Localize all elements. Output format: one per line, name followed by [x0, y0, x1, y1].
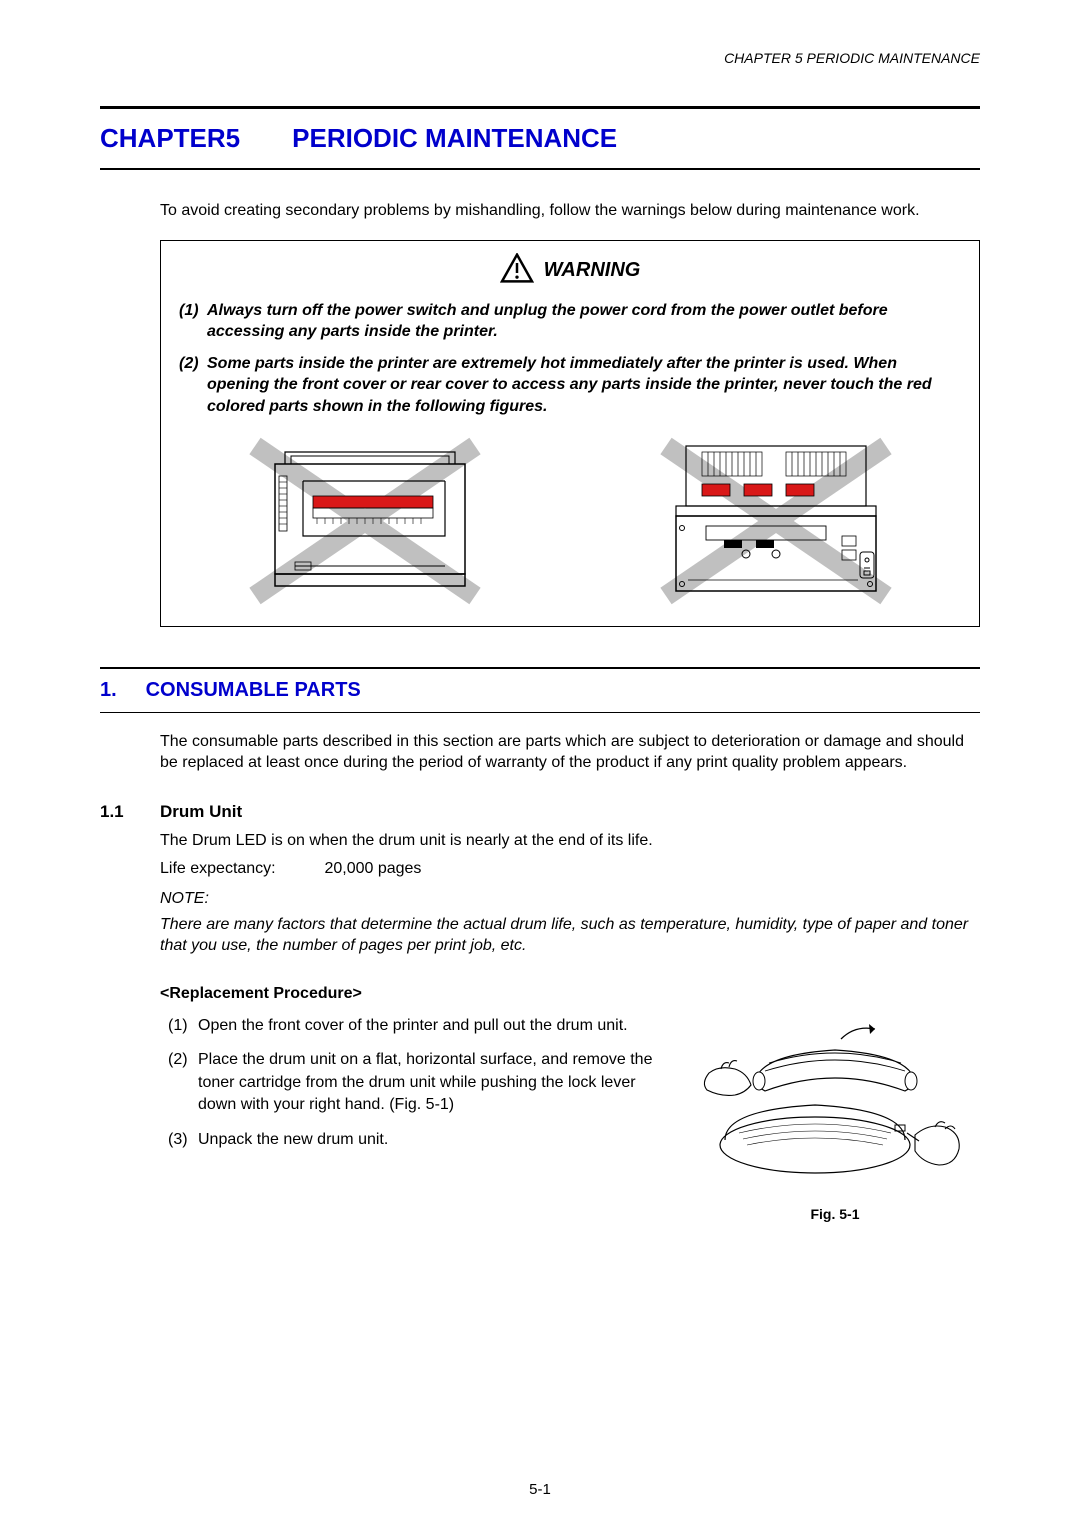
section-1-name: CONSUMABLE PARTS	[146, 679, 361, 701]
warning-figures	[179, 436, 961, 606]
warning-header: WARNING	[179, 253, 961, 288]
procedure-block: (1) Open the front cover of the printer …	[160, 1015, 980, 1222]
step-3-num: (3)	[160, 1129, 198, 1151]
section-1-para: The consumable parts described in this s…	[160, 731, 980, 774]
section-1-num: 1.	[100, 679, 140, 702]
step-2-text: Place the drum unit on a flat, horizonta…	[198, 1049, 670, 1116]
step-1: (1) Open the front cover of the printer …	[160, 1015, 670, 1037]
life-expectancy: Life expectancy: 20,000 pages	[160, 860, 980, 878]
warning-item-1: (1) Always turn off the power switch and…	[179, 300, 961, 343]
subsection-num: 1.1	[100, 802, 140, 822]
step-3: (3) Unpack the new drum unit.	[160, 1129, 670, 1151]
warning-label: WARNING	[544, 259, 641, 282]
chapter-title: CHAPTER5 PERIODIC MAINTENANCE	[100, 123, 980, 154]
warning-box: WARNING (1) Always turn off the power sw…	[160, 240, 980, 627]
section-1-rule: 1. CONSUMABLE PARTS	[100, 667, 980, 713]
note-text: There are many factors that determine th…	[160, 914, 980, 957]
subsection-title: Drum Unit	[160, 802, 242, 822]
step-2-num: (2)	[160, 1049, 198, 1116]
warning-item-2: (2) Some parts inside the printer are ex…	[179, 353, 961, 418]
life-value: 20,000 pages	[324, 860, 421, 877]
step-3-text: Unpack the new drum unit.	[198, 1129, 670, 1151]
step-1-num: (1)	[160, 1015, 198, 1037]
page-number: 5-1	[0, 1481, 1080, 1498]
figure-5-1: Fig. 5-1	[690, 1015, 980, 1222]
warning-text-1: Always turn off the power switch and unp…	[207, 300, 961, 343]
procedure-steps: (1) Open the front cover of the printer …	[160, 1015, 670, 1222]
subsection-1-1: 1.1 Drum Unit	[100, 802, 980, 822]
printer-front-figure	[235, 436, 495, 606]
figure-caption: Fig. 5-1	[690, 1206, 980, 1222]
printer-rear-figure	[646, 436, 906, 606]
section-1-title: 1. CONSUMABLE PARTS	[100, 679, 980, 702]
chapter-title-rule: CHAPTER5 PERIODIC MAINTENANCE	[100, 106, 980, 170]
page-header: CHAPTER 5 PERIODIC MAINTENANCE	[100, 50, 980, 66]
drum-led-text: The Drum LED is on when the drum unit is…	[160, 832, 980, 850]
life-label: Life expectancy:	[160, 860, 320, 878]
step-1-text: Open the front cover of the printer and …	[198, 1015, 670, 1037]
warning-num-1: (1)	[179, 300, 207, 343]
warning-text-2: Some parts inside the printer are extrem…	[207, 353, 961, 418]
step-2: (2) Place the drum unit on a flat, horiz…	[160, 1049, 670, 1116]
warning-num-2: (2)	[179, 353, 207, 418]
intro-paragraph: To avoid creating secondary problems by …	[160, 200, 980, 222]
warning-triangle-icon	[500, 253, 534, 288]
note-label: NOTE:	[160, 890, 980, 908]
procedure-title: <Replacement Procedure>	[160, 985, 980, 1003]
